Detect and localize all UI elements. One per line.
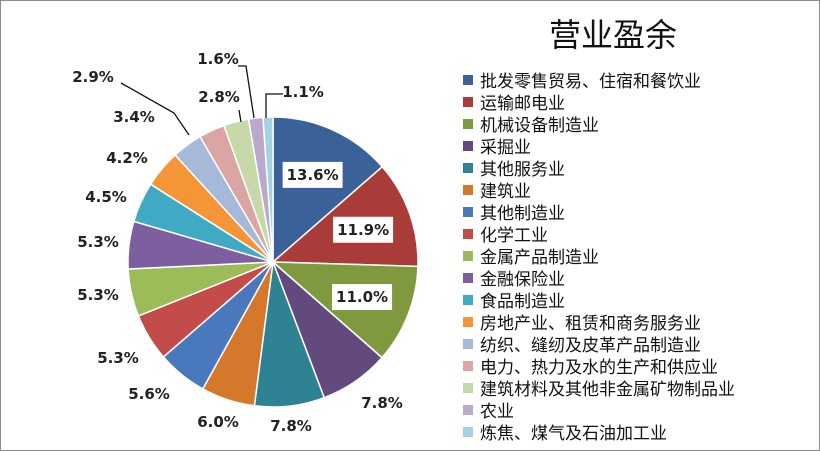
leader-lines (120, 65, 283, 136)
legend-swatch (463, 361, 473, 371)
pie-slices (127, 116, 419, 408)
legend-label: 机械设备制造业 (480, 116, 599, 136)
pie-slice (262, 116, 274, 263)
data-labels: 13.6% 11.9% 11.0% 7.8% 7.8% 6.0% 5.6% 5.3% 5.3% 5… (72, 50, 403, 435)
legend-swatch (463, 295, 473, 305)
data-label: 4.2% (106, 149, 148, 167)
leader-line (238, 65, 255, 119)
data-label: 4.5% (85, 188, 127, 206)
data-label: 5.3% (77, 286, 119, 304)
data-label: 7.8% (270, 417, 312, 435)
legend-label: 批发零售贸易、住宿和餐饮业 (480, 72, 701, 92)
leader-line (120, 82, 190, 136)
leader-line (265, 93, 283, 118)
data-label: 5.6% (128, 385, 170, 403)
data-label: 5.3% (97, 349, 139, 367)
data-label: 11.9% (337, 221, 389, 239)
legend-swatch (463, 405, 473, 415)
data-label-box (282, 161, 343, 188)
legend-label: 农业 (480, 402, 514, 422)
legend-label: 其他服务业 (480, 160, 565, 180)
data-label-box (332, 284, 393, 311)
data-label: 1.1% (282, 83, 324, 101)
legend-swatch (463, 383, 473, 393)
data-label: 6.0% (197, 413, 239, 431)
leader-line (238, 109, 242, 123)
legend-label: 建筑材料及其他非金属矿物制品业 (480, 380, 735, 400)
legend-label: 金融保险业 (480, 270, 565, 290)
legend: 批发零售贸易、住宿和餐饮业运输邮电业机械设备制造业采掘业其他服务业建筑业其他制造… (463, 72, 735, 444)
legend-swatch (463, 75, 473, 85)
legend-swatch (463, 185, 473, 195)
legend-label: 运输邮电业 (480, 94, 565, 114)
legend-swatch (463, 119, 473, 129)
legend-swatch (463, 273, 473, 283)
legend-swatch (463, 229, 473, 239)
data-label-box (333, 216, 394, 243)
legend-swatch (463, 163, 473, 173)
legend-swatch (463, 141, 473, 151)
chart-title: 营业盈余 (549, 16, 677, 54)
data-label: 2.8% (198, 88, 240, 106)
data-label: 3.4% (113, 108, 155, 126)
legend-swatch (463, 317, 473, 327)
legend-label: 建筑业 (480, 182, 531, 202)
data-label: 1.6% (197, 50, 239, 68)
data-label: 13.6% (287, 166, 339, 184)
legend-swatch (463, 207, 473, 217)
data-label: 2.9% (72, 68, 114, 86)
legend-label: 纺织、缝纫及皮革产品制造业 (480, 336, 701, 356)
pie-slice (272, 116, 384, 264)
data-label: 5.3% (77, 233, 119, 251)
legend-label: 房地产业、租赁和商务服务业 (480, 314, 701, 334)
legend-label: 采掘业 (480, 138, 531, 158)
legend-swatch (463, 251, 473, 261)
legend-label: 电力、热力及水的生产和供应业 (480, 358, 718, 378)
legend-label: 金属产品制造业 (480, 248, 599, 268)
legend-label: 化学工业 (480, 226, 548, 246)
legend-label: 炼焦、煤气及石油加工业 (480, 424, 667, 444)
legend-label: 其他制造业 (480, 204, 565, 224)
legend-swatch (463, 427, 473, 437)
legend-label: 食品制造业 (480, 292, 565, 312)
legend-swatch (463, 339, 473, 349)
data-label: 11.0% (336, 288, 388, 306)
data-label: 7.8% (361, 394, 403, 412)
legend-swatch (463, 97, 473, 107)
